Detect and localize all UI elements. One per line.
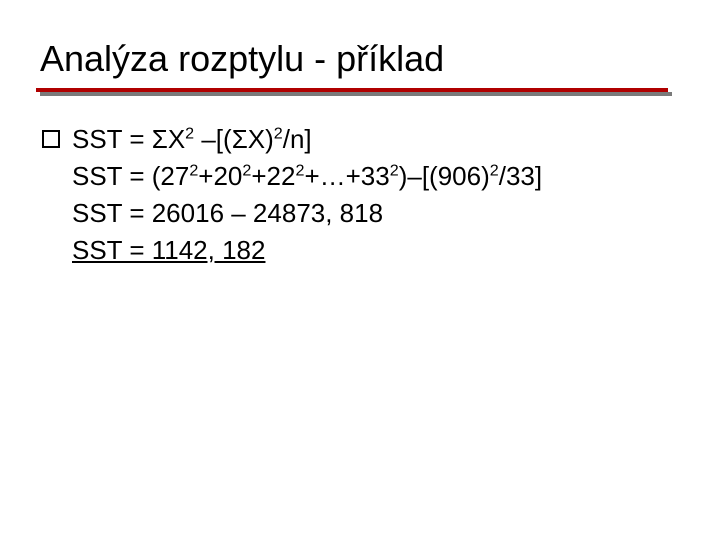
formula-text: SST = 1142, 182 — [72, 233, 265, 268]
square-bullet-icon — [42, 130, 60, 148]
formula-line: SST = (272+202+222+…+332)–[(906)2/33] — [42, 159, 684, 194]
superscript: 2 — [295, 161, 304, 179]
superscript: 2 — [185, 124, 194, 142]
slide: Analýza rozptylu - příklad SST = ΣX2 –[(… — [0, 0, 720, 540]
superscript: 2 — [242, 161, 251, 179]
formula-line: SST = ΣX2 –[(ΣX)2/n] — [42, 122, 684, 157]
formula-line: SST = 26016 – 24873, 818 — [42, 196, 684, 231]
superscript: 2 — [390, 161, 399, 179]
superscript: 2 — [490, 161, 499, 179]
content-area: SST = ΣX2 –[(ΣX)2/n]SST = (272+202+222+…… — [36, 122, 684, 268]
superscript: 2 — [274, 124, 283, 142]
formula-text: SST = ΣX2 –[(ΣX)2/n] — [72, 122, 312, 157]
title-rule-line — [36, 88, 668, 92]
slide-title: Analýza rozptylu - příklad — [36, 38, 684, 88]
formula-line: SST = 1142, 182 — [42, 233, 684, 268]
formula-text: SST = 26016 – 24873, 818 — [72, 196, 383, 231]
formula-text: SST = (272+202+222+…+332)–[(906)2/33] — [72, 159, 542, 194]
title-rule — [36, 88, 684, 96]
superscript: 2 — [189, 161, 198, 179]
title-rule-shadow — [40, 92, 672, 96]
